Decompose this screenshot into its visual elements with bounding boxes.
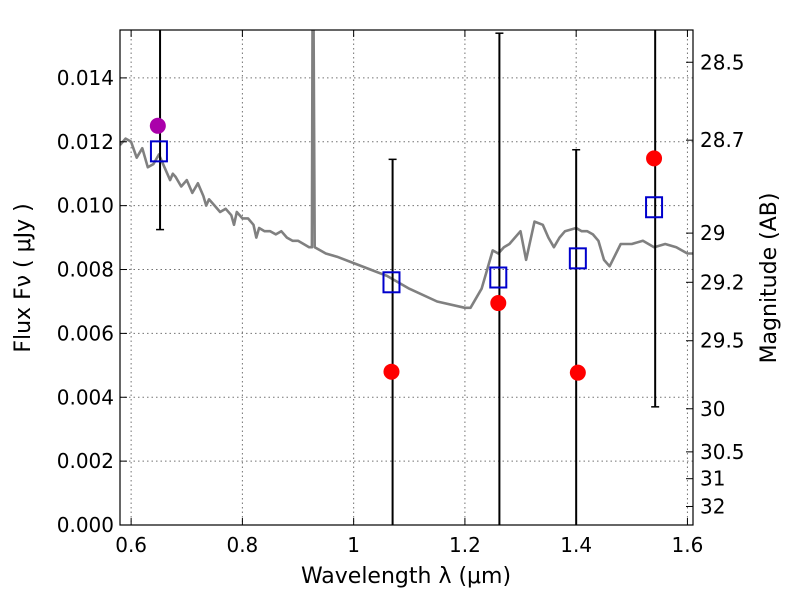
observed-point — [646, 150, 663, 167]
y2-tick-label: 29.2 — [700, 270, 745, 294]
model-point — [382, 271, 401, 294]
y-axis-label: Flux Fν ( μJy ) — [11, 203, 36, 352]
y-tick-label: 0.000 — [57, 513, 114, 537]
x-tick-label: 0.8 — [226, 533, 258, 557]
observed-point — [569, 364, 586, 381]
model-point — [568, 247, 587, 270]
y-tick-label: 0.008 — [57, 258, 114, 282]
observed-point — [383, 363, 400, 380]
y2-tick-label: 28.7 — [700, 128, 745, 152]
x-tick-label: 1 — [347, 533, 360, 557]
y2-tick-label: 30.5 — [700, 440, 745, 464]
y-tick-label: 0.014 — [57, 66, 114, 90]
plot-frame — [119, 29, 694, 526]
model-point — [489, 266, 508, 289]
y2-tick-label: 29 — [700, 221, 725, 245]
y-tick-label: 0.004 — [57, 385, 114, 409]
plot-area — [120, 30, 693, 525]
x-tick-label: 1.2 — [449, 533, 481, 557]
grid — [120, 30, 693, 526]
y-tick-label: 0.006 — [57, 321, 114, 345]
sed-line — [120, 30, 693, 310]
y-tick-label: 0.002 — [57, 449, 114, 473]
y2-axis-label: Magnitude (AB) — [757, 193, 782, 364]
y2-tick-label: 32 — [700, 494, 725, 518]
y2-tick-label: 28.5 — [700, 50, 745, 74]
model-point — [645, 196, 664, 219]
y2-tick-label: 31 — [700, 467, 725, 491]
observed-point — [490, 295, 507, 312]
x-tick-label: 1.6 — [672, 533, 704, 557]
x-tick-label: 0.6 — [115, 533, 147, 557]
x-tick-label: 1.4 — [560, 533, 592, 557]
x-axis-label: Wavelength λ (μm) — [301, 564, 511, 589]
y-tick-label: 0.012 — [57, 130, 114, 154]
y-tick-label: 0.010 — [57, 194, 114, 218]
y2-tick-label: 29.5 — [700, 329, 745, 353]
axis-ticks: 0.6 0.8 1 1.2 1.4 1.6 0.000 0.002 0.004 0.006 0.00… — [57, 30, 745, 557]
observed-point — [149, 117, 166, 134]
y2-tick-label: 30 — [700, 397, 725, 421]
model-point — [149, 140, 168, 163]
